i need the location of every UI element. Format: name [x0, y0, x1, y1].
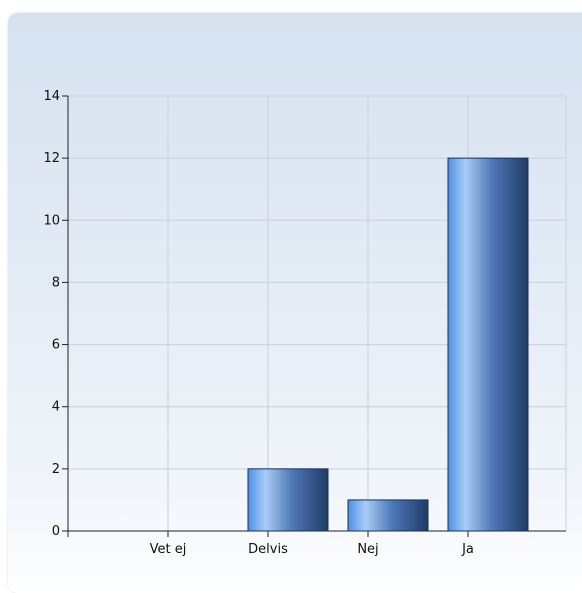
- y-tick-label: 0: [52, 524, 60, 539]
- bar: [447, 157, 529, 532]
- y-tick-label: 6: [52, 338, 60, 353]
- y-tick-label: 10: [43, 213, 60, 228]
- x-tick-label: Nej: [357, 542, 378, 557]
- y-tick-label: 2: [52, 462, 60, 477]
- y-tick-label: 14: [43, 89, 60, 104]
- x-tick-labels: Vet ej Delvis Nej Ja: [150, 542, 474, 557]
- bar: [347, 499, 429, 532]
- y-tick-labels: 0 2 4 6 8 10 12 14: [43, 89, 60, 539]
- bar: [247, 468, 329, 532]
- x-tick-label: Delvis: [248, 542, 288, 557]
- x-tick-label: Vet ej: [150, 542, 187, 557]
- x-tick-label: Ja: [461, 542, 474, 557]
- y-tick-label: 8: [52, 275, 60, 290]
- bars: [247, 157, 529, 532]
- y-tick-label: 12: [43, 151, 60, 166]
- y-tick-label: 4: [52, 400, 60, 415]
